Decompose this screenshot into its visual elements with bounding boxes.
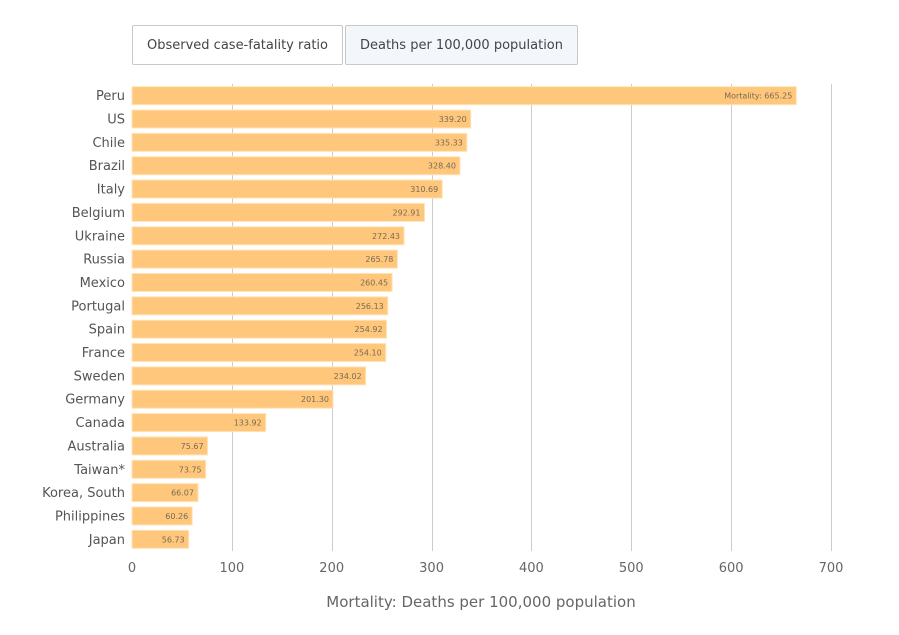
- category-label: Russia: [83, 253, 125, 268]
- data-label: 328.40: [428, 162, 456, 171]
- x-tick-label: 700: [819, 561, 844, 576]
- bars: [131, 86, 797, 549]
- category-label: Japan: [88, 533, 125, 548]
- bar[interactable]: [131, 249, 398, 269]
- bar[interactable]: [131, 529, 190, 549]
- bar[interactable]: [131, 506, 193, 526]
- x-tick-label: 0: [128, 561, 136, 576]
- category-label: Mexico: [80, 276, 125, 291]
- category-label: Australia: [67, 439, 125, 454]
- data-label: 310.69: [410, 185, 438, 194]
- data-label: 133.92: [234, 419, 262, 428]
- data-label: 260.45: [360, 278, 388, 287]
- bar[interactable]: [131, 109, 472, 129]
- bar[interactable]: [131, 366, 367, 386]
- gridlines: [232, 84, 832, 551]
- bar[interactable]: [131, 179, 443, 199]
- bar[interactable]: [131, 202, 425, 222]
- category-label: Korea, South: [42, 486, 125, 501]
- data-label: 60.26: [165, 512, 188, 521]
- deaths-per-100k-button[interactable]: Deaths per 100,000 population: [344, 25, 578, 65]
- category-label: Spain: [89, 323, 125, 338]
- x-tick-label: 400: [519, 561, 544, 576]
- data-label: 56.73: [162, 535, 185, 544]
- value-labels: Mortality: 665.25 339.20 335.33 328.40 310.6…: [162, 92, 793, 545]
- category-label: Taiwan*: [73, 463, 125, 478]
- x-tick-label: 300: [419, 561, 444, 576]
- x-axis-ticks: 0 100 200 300 400 500 600 700: [128, 561, 844, 576]
- data-label: Mortality: 665.25: [724, 92, 792, 101]
- category-label: Germany: [65, 393, 125, 408]
- data-label: 73.75: [179, 465, 202, 474]
- data-label: 339.20: [439, 115, 467, 124]
- bar[interactable]: [131, 483, 199, 503]
- category-label: Peru: [96, 89, 125, 104]
- data-label: 292.91: [392, 208, 420, 217]
- x-tick-label: 500: [619, 561, 644, 576]
- bar[interactable]: [131, 413, 267, 433]
- bar[interactable]: [131, 459, 207, 479]
- category-labels: Peru US Chile Brazil Italy Belgium Ukraine Russ…: [42, 89, 125, 548]
- bar[interactable]: [131, 389, 334, 409]
- x-tick-label: 100: [219, 561, 244, 576]
- bar[interactable]: [131, 436, 209, 456]
- category-label: Belgium: [72, 206, 125, 221]
- category-label: France: [82, 346, 125, 361]
- x-tick-label: 600: [719, 561, 744, 576]
- category-label: Portugal: [71, 299, 125, 314]
- data-label: 254.10: [354, 349, 382, 358]
- category-label: Philippines: [55, 509, 125, 524]
- category-label: Canada: [76, 416, 125, 431]
- data-label: 272.43: [372, 232, 400, 241]
- category-label: Italy: [97, 183, 126, 198]
- bar[interactable]: [131, 156, 461, 176]
- category-label: Ukraine: [75, 229, 125, 244]
- category-label: Sweden: [74, 369, 125, 384]
- data-label: 75.67: [181, 442, 204, 451]
- data-label: 265.78: [365, 255, 393, 264]
- data-label: 335.33: [435, 138, 463, 147]
- category-label: Brazil: [89, 159, 125, 174]
- x-tick-label: 200: [319, 561, 344, 576]
- data-label: 234.02: [334, 372, 362, 381]
- bar[interactable]: [131, 86, 797, 106]
- case-fatality-ratio-button[interactable]: Observed case-fatality ratio: [132, 25, 343, 65]
- data-label: 256.13: [356, 302, 384, 311]
- category-label: Chile: [92, 136, 125, 151]
- metric-toggle: Observed case-fatality ratio Deaths per …: [132, 25, 578, 65]
- x-axis-title: Mortality: Deaths per 100,000 population: [326, 593, 635, 611]
- bar[interactable]: [131, 132, 468, 152]
- data-label: 66.07: [171, 489, 194, 498]
- bar[interactable]: [131, 343, 387, 363]
- bar[interactable]: [131, 319, 388, 339]
- bar[interactable]: [131, 226, 405, 246]
- data-label: 201.30: [301, 395, 329, 404]
- data-label: 254.92: [355, 325, 383, 334]
- category-label: US: [107, 113, 125, 128]
- bar[interactable]: [131, 272, 393, 292]
- bar[interactable]: [131, 296, 389, 316]
